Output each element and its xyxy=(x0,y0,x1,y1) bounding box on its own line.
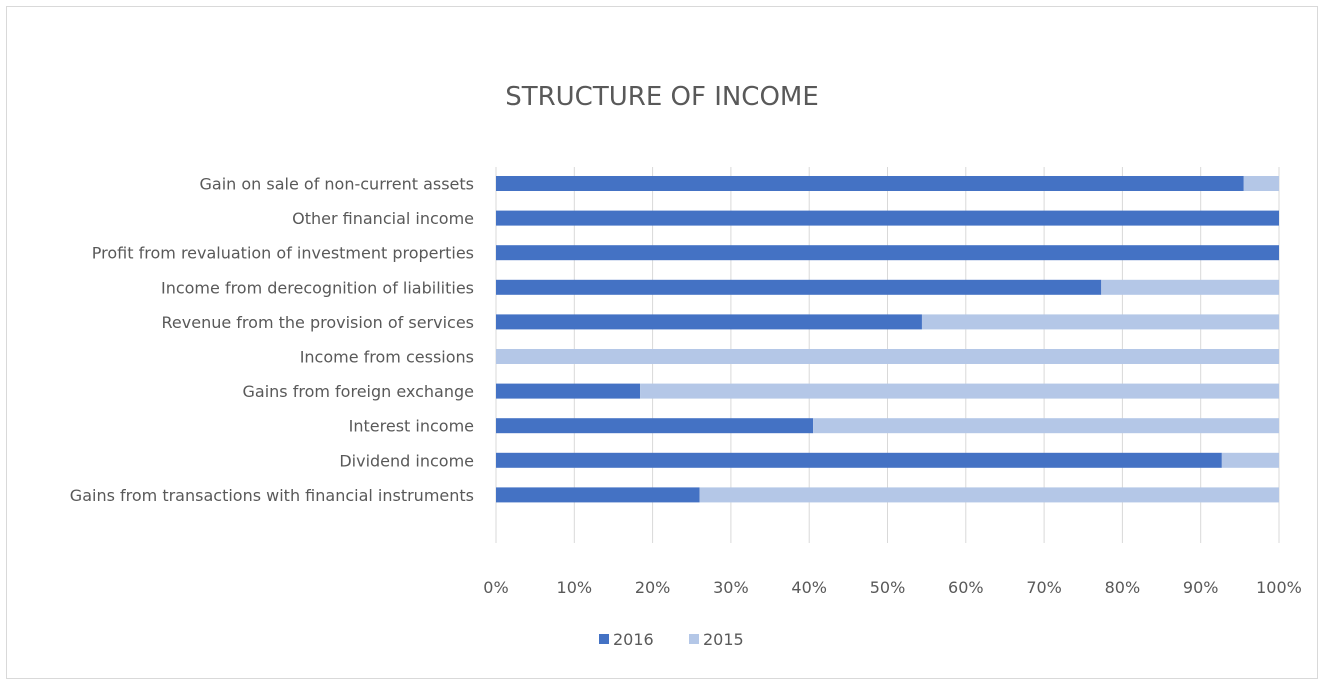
bar-2016-8 xyxy=(496,452,1222,468)
bar-2015-3 xyxy=(1101,279,1279,295)
category-labels: Gain on sale of non-current assets Other … xyxy=(70,175,474,505)
bar-2016-1 xyxy=(496,210,1279,226)
bar-2016-3 xyxy=(496,279,1102,295)
bar-2016-4 xyxy=(496,314,922,330)
category-label: Dividend income xyxy=(339,451,474,470)
legend-swatch-2015 xyxy=(689,634,699,644)
category-label: Other financial income xyxy=(292,209,474,228)
chart-svg: STRUCTURE OF INCOME Gain on sale of non-… xyxy=(70,82,1302,649)
bar-2015-4 xyxy=(921,314,1279,330)
category-label: Profit from revaluation of investment pr… xyxy=(92,244,474,263)
category-label: Gains from foreign exchange xyxy=(243,382,474,401)
bar-2016-7 xyxy=(496,418,814,434)
x-tick-label: 60% xyxy=(948,578,984,597)
x-tick-label: 30% xyxy=(713,578,749,597)
bar-2016-9 xyxy=(496,487,700,503)
category-label: Revenue from the provision of services xyxy=(162,313,474,332)
x-tick-label: 10% xyxy=(557,578,593,597)
x-axis-ticks: 0% 10% 20% 30% 40% 50% 60% 70% 80% 90% 100% xyxy=(483,578,1302,597)
bar-2015-5 xyxy=(496,349,1279,364)
bar-2015-9 xyxy=(699,487,1279,503)
bars xyxy=(496,176,1279,503)
bar-2016-6 xyxy=(496,383,641,399)
x-tick-label: 70% xyxy=(1026,578,1062,597)
bar-2015-0 xyxy=(1243,176,1279,191)
x-tick-label: 100% xyxy=(1256,578,1302,597)
legend-swatch-2016 xyxy=(599,634,609,644)
legend-label-2015: 2015 xyxy=(703,630,744,649)
chart-frame: STRUCTURE OF INCOME Gain on sale of non-… xyxy=(6,6,1318,679)
bar-2016-2 xyxy=(496,245,1279,261)
x-tick-label: 0% xyxy=(483,578,508,597)
category-label: Income from cessions xyxy=(300,348,474,367)
category-label: Interest income xyxy=(349,417,474,436)
bar-2015-7 xyxy=(813,418,1279,434)
x-tick-label: 20% xyxy=(635,578,671,597)
bar-2015-6 xyxy=(640,383,1279,399)
legend-label-2016: 2016 xyxy=(613,630,654,649)
legend: 2016 2015 xyxy=(599,630,744,649)
x-tick-label: 90% xyxy=(1183,578,1219,597)
bar-2016-0 xyxy=(496,176,1244,191)
x-tick-label: 40% xyxy=(791,578,827,597)
x-tick-label: 80% xyxy=(1105,578,1141,597)
category-label: Income from derecognition of liabilities xyxy=(161,278,474,297)
category-label: Gains from transactions with financial i… xyxy=(70,486,474,505)
category-label: Gain on sale of non-current assets xyxy=(200,175,475,194)
x-tick-label: 50% xyxy=(870,578,906,597)
chart-title: STRUCTURE OF INCOME xyxy=(505,82,819,112)
bar-2015-8 xyxy=(1221,452,1279,468)
